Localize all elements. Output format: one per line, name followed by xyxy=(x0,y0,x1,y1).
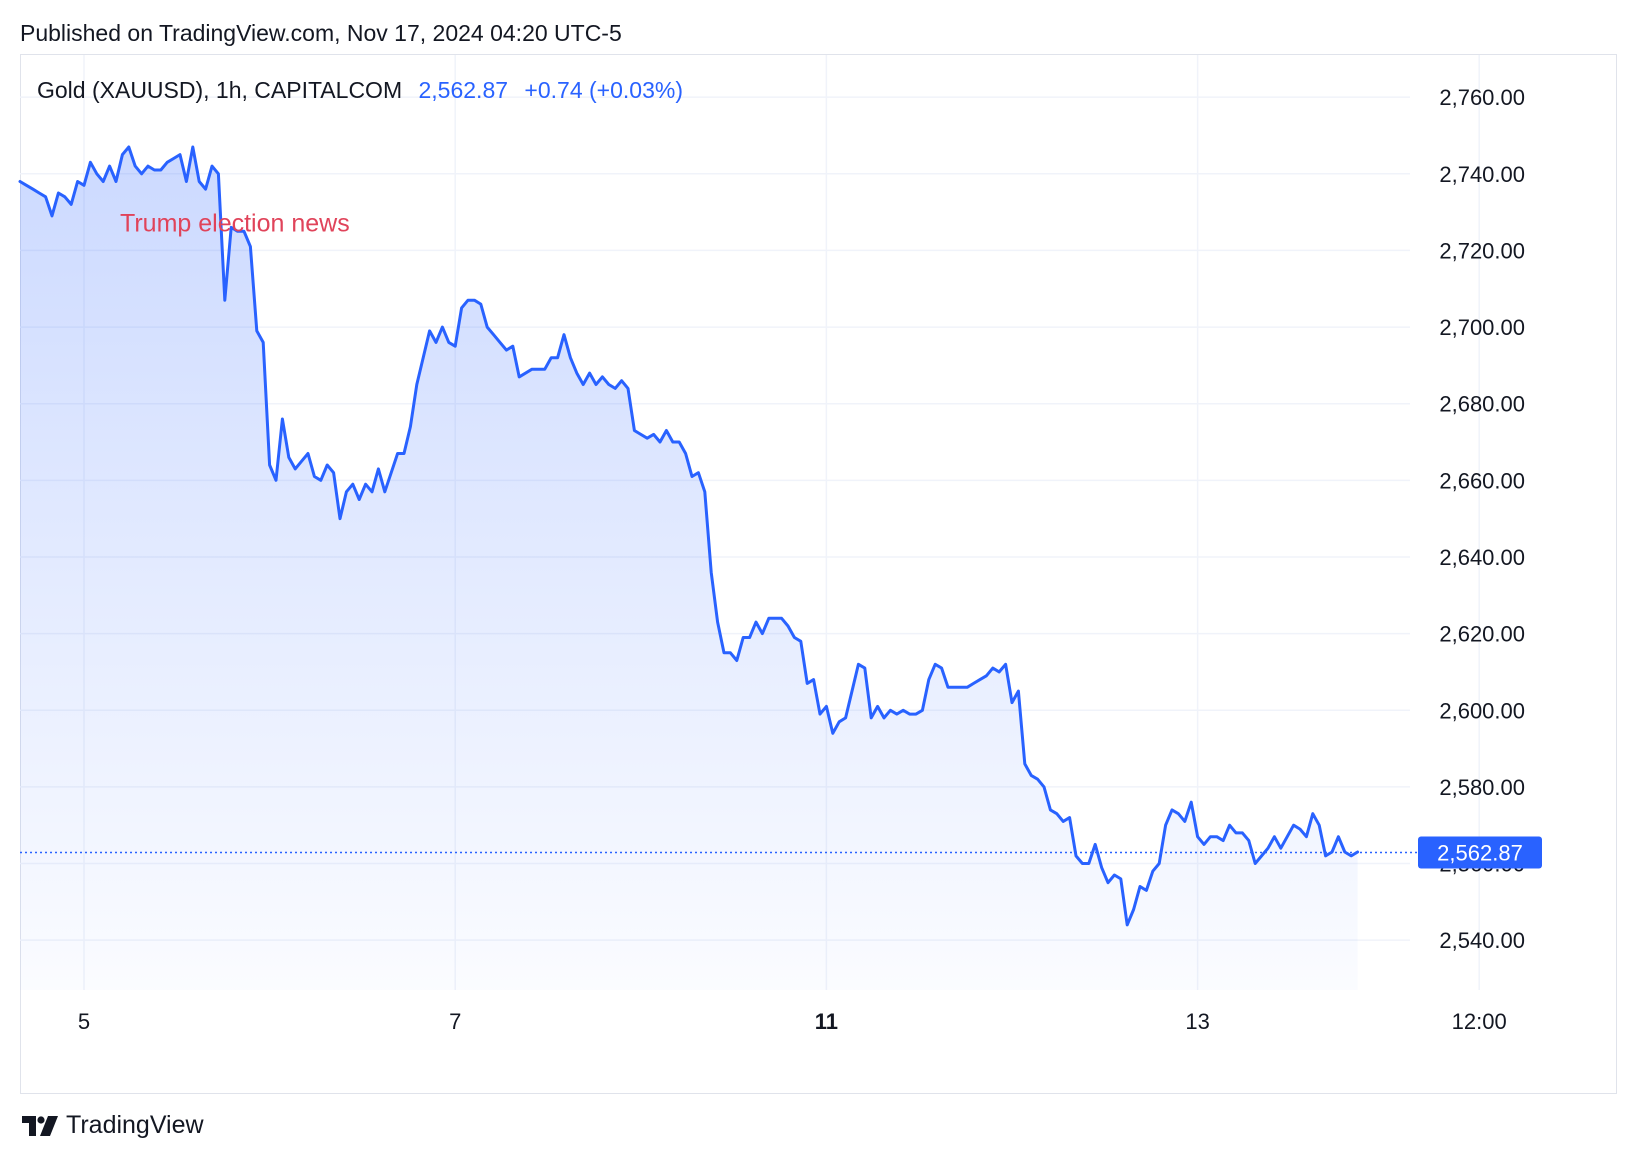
symbol-legend[interactable]: Gold (XAUUSD), 1h, CAPITALCOM 2,562.87 +… xyxy=(37,77,683,104)
y-tick-label: 2,680.00 xyxy=(1439,392,1525,417)
price-area xyxy=(20,147,1358,990)
x-tick-label: 12:00 xyxy=(1452,1009,1507,1034)
price-change: +0.74 (+0.03%) xyxy=(524,77,683,103)
current-price-label: 2,562.87 xyxy=(1437,841,1523,866)
x-tick-label: 13 xyxy=(1185,1009,1209,1034)
x-tick-label: 5 xyxy=(78,1009,90,1034)
annotation-trump-election-news: Trump election news xyxy=(120,210,350,238)
price-line-series xyxy=(18,145,1360,927)
y-tick-label: 2,620.00 xyxy=(1439,622,1525,647)
y-tick-label: 2,720.00 xyxy=(1439,238,1525,263)
price-area-fill xyxy=(20,147,1358,990)
y-tick-label: 2,580.00 xyxy=(1439,775,1525,800)
symbol-name: Gold (XAUUSD), 1h, CAPITALCOM xyxy=(37,77,403,103)
annotations: Trump election news xyxy=(120,210,350,238)
x-tick-label: 7 xyxy=(449,1009,461,1034)
x-tick-label: 11 xyxy=(815,1009,838,1034)
published-info: Published on TradingView.com, Nov 17, 20… xyxy=(20,20,622,46)
y-tick-label: 2,740.00 xyxy=(1439,162,1525,187)
y-tick-label: 2,600.00 xyxy=(1439,698,1525,723)
y-tick-label: 2,700.00 xyxy=(1439,315,1525,340)
last-price: 2,562.87 xyxy=(418,77,509,103)
price-chart[interactable]: 2,540.002,560.002,580.002,600.002,620.00… xyxy=(0,0,1630,1100)
y-tick-label: 2,660.00 xyxy=(1439,468,1525,493)
y-tick-label: 2,540.00 xyxy=(1439,928,1525,953)
current-price-tag xyxy=(1418,836,1542,869)
price-line xyxy=(18,145,1360,927)
current-price-marker: 2,562.87 xyxy=(20,836,1542,869)
y-tick-label: 2,640.00 xyxy=(1439,545,1525,570)
tradingview-brand: TradingView xyxy=(66,1111,204,1139)
price-axis[interactable]: 2,540.002,560.002,580.002,600.002,620.00… xyxy=(1439,85,1525,953)
tradingview-logo[interactable]: TradingView xyxy=(22,1111,204,1140)
y-tick-label: 2,760.00 xyxy=(1439,85,1525,110)
tradingview-logo-icon xyxy=(22,1115,58,1136)
